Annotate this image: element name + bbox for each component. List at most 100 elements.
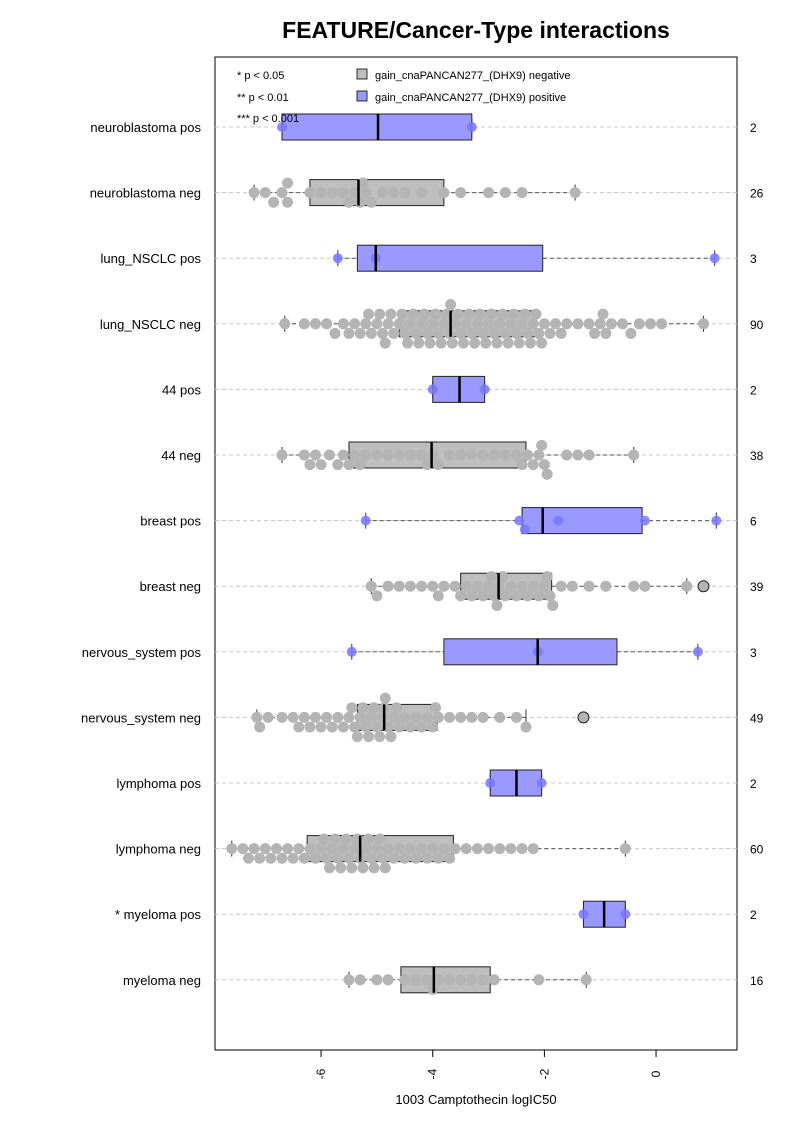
legend-label-positive: gain_cnaPANCAN277_(DHX9) positive (375, 92, 566, 104)
data-point (326, 721, 338, 733)
data-point (393, 843, 405, 855)
data-point (510, 327, 522, 339)
legend-swatch-negative (356, 68, 368, 80)
data-point (315, 721, 327, 733)
data-point (337, 721, 349, 733)
data-point (628, 580, 640, 592)
data-point (254, 721, 266, 733)
data-point (335, 862, 347, 874)
data-point (625, 327, 637, 339)
data-point (349, 449, 361, 461)
data-point (471, 580, 483, 592)
data-point (533, 327, 545, 339)
data-point (438, 187, 450, 199)
category-label: lymphoma pos (116, 776, 201, 791)
data-point (354, 459, 366, 471)
data-point (259, 843, 271, 855)
data-point (711, 515, 722, 526)
data-point (410, 711, 422, 723)
data-point (298, 449, 310, 461)
data-point (620, 909, 631, 920)
category-label: 44 neg (161, 448, 201, 463)
data-point (605, 318, 617, 330)
data-point (469, 337, 481, 349)
data-point (536, 778, 547, 788)
data-point (516, 459, 528, 471)
data-point (424, 337, 436, 349)
data-point (491, 599, 503, 611)
significance-legend-item: *** p < 0.001 (237, 113, 299, 125)
data-point (357, 177, 369, 189)
data-point (499, 327, 511, 339)
data-point (351, 731, 363, 743)
data-point (483, 580, 495, 592)
data-point (349, 318, 361, 330)
data-point (485, 778, 496, 788)
data-point (479, 384, 490, 395)
data-point (402, 337, 414, 349)
data-point (477, 590, 489, 602)
data-point (466, 449, 478, 461)
data-point (449, 318, 461, 330)
data-point (460, 843, 472, 855)
box (521, 507, 643, 535)
category-label: breast pos (140, 514, 201, 529)
category-label: neuroblastoma pos (90, 120, 201, 135)
sample-count: 39 (750, 580, 764, 594)
data-point (276, 187, 288, 199)
data-point (326, 187, 338, 199)
data-point (505, 580, 517, 592)
data-point (536, 337, 548, 349)
data-point (371, 318, 383, 330)
data-point (365, 711, 377, 723)
data-point (360, 515, 371, 526)
data-point (488, 974, 500, 986)
data-point (404, 580, 416, 592)
data-point (477, 327, 489, 339)
category-label: neuroblastoma neg (90, 186, 201, 201)
data-point (332, 711, 344, 723)
data-point (388, 327, 400, 339)
data-point (360, 449, 372, 461)
data-point (287, 711, 299, 723)
data-point (516, 187, 528, 199)
data-point (510, 449, 522, 461)
data-point (337, 318, 349, 330)
data-point (466, 711, 478, 723)
data-point (404, 843, 416, 855)
data-point (385, 731, 397, 743)
data-point (332, 459, 344, 471)
data-point (363, 308, 375, 320)
data-point (237, 843, 249, 855)
data-point (572, 318, 584, 330)
data-point (639, 580, 651, 592)
data-point (343, 327, 355, 339)
data-point (477, 974, 489, 986)
data-point (349, 721, 361, 733)
data-point (315, 459, 327, 471)
data-point (388, 187, 400, 199)
data-point (446, 337, 458, 349)
data-point (385, 308, 397, 320)
data-point (432, 852, 444, 864)
data-point (561, 449, 573, 461)
data-point (633, 318, 645, 330)
data-point (516, 318, 528, 330)
data-point (326, 843, 338, 855)
data-point (282, 177, 294, 189)
data-point (520, 721, 532, 733)
data-point (480, 337, 492, 349)
data-point (416, 318, 428, 330)
data-point (499, 187, 511, 199)
significance-legend-item: * p < 0.05 (237, 70, 284, 82)
data-point (270, 843, 282, 855)
data-point (337, 449, 349, 461)
sample-count: 2 (750, 121, 757, 135)
data-point (527, 580, 539, 592)
data-point (524, 337, 536, 349)
data-point (527, 318, 539, 330)
data-point (455, 187, 467, 199)
data-point (533, 449, 545, 461)
data-point (457, 337, 469, 349)
category-label: nervous_system neg (81, 710, 201, 725)
